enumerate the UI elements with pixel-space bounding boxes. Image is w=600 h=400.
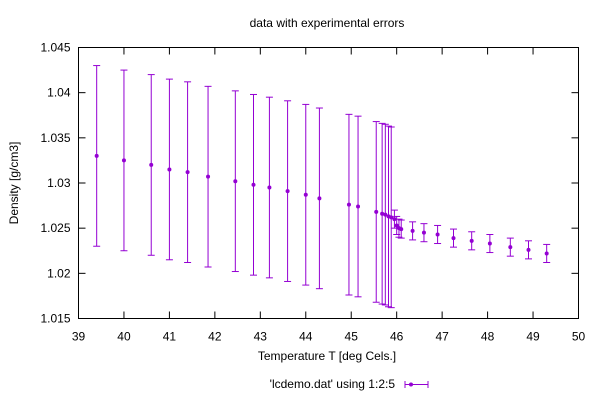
point-marker — [285, 189, 290, 194]
point-marker — [487, 241, 492, 246]
point-marker — [508, 245, 513, 250]
point-marker — [121, 158, 126, 163]
point-marker — [380, 211, 385, 216]
x-axis-label: Temperature T [deg Cels.] — [258, 349, 396, 363]
x-axis: 39 40 41 42 43 44 45 46 47 48 49 50 — [72, 47, 586, 344]
data-point — [345, 113, 353, 296]
point-marker — [392, 217, 397, 222]
data-point — [525, 240, 532, 260]
point-marker — [410, 228, 415, 233]
y-tick-label: 1.035 — [40, 131, 70, 145]
data-point — [284, 100, 292, 282]
x-tick-label: 39 — [72, 330, 86, 344]
x-tick-label: 46 — [390, 330, 404, 344]
y-tick-label: 1.04 — [47, 86, 71, 100]
point-marker — [317, 196, 322, 201]
point-marker — [346, 202, 351, 207]
x-tick-label: 45 — [345, 330, 359, 344]
point-marker — [206, 174, 211, 179]
data-point — [204, 85, 212, 268]
x-tick-label: 43 — [254, 330, 268, 344]
x-tick-label: 42 — [208, 330, 222, 344]
point-marker — [374, 209, 379, 214]
point-marker — [389, 215, 394, 220]
point-marker — [233, 179, 238, 184]
x-tick-label: 40 — [117, 330, 131, 344]
data-point — [315, 107, 323, 290]
y-tick-label: 1.025 — [40, 221, 70, 235]
data-point — [543, 243, 551, 263]
data-point — [395, 218, 403, 238]
data-point — [468, 231, 476, 251]
point-marker — [303, 192, 308, 197]
data-point — [506, 237, 514, 257]
y-tick-label: 1.03 — [47, 176, 71, 190]
x-tick-label: 49 — [526, 330, 540, 344]
point-marker — [451, 236, 456, 241]
plot-frame — [78, 47, 579, 319]
point-marker — [421, 230, 426, 235]
x-tick-label: 50 — [572, 330, 586, 344]
y-tick-label: 1.015 — [40, 312, 70, 326]
point-marker — [185, 170, 190, 175]
data-point — [250, 93, 257, 276]
point-marker — [394, 223, 399, 228]
data-point — [381, 123, 389, 306]
point-marker — [356, 204, 361, 209]
data-point — [387, 126, 395, 309]
point-marker — [383, 212, 388, 217]
y-tick-label: 1.02 — [47, 266, 71, 280]
x-tick-label: 48 — [481, 330, 495, 344]
data-point — [450, 228, 457, 248]
data-point — [372, 121, 380, 303]
point-marker — [469, 238, 474, 243]
x-tick-label: 41 — [163, 330, 177, 344]
data-point — [120, 69, 128, 252]
point-marker — [399, 227, 404, 232]
data-point — [147, 74, 155, 256]
point-marker — [435, 232, 440, 237]
data-point — [231, 90, 239, 273]
data-point — [265, 96, 273, 279]
data-point — [378, 122, 386, 305]
data-point — [434, 224, 442, 245]
data-point — [302, 103, 310, 286]
data-point — [486, 233, 494, 254]
data-point — [420, 223, 428, 243]
point-marker — [94, 153, 99, 158]
point-marker — [167, 167, 172, 172]
legend-label: 'lcdemo.dat' using 1:2:5 — [270, 377, 396, 391]
point-marker — [526, 247, 531, 252]
point-marker — [149, 162, 154, 167]
legend-key — [404, 381, 429, 388]
x-tick-label: 44 — [299, 330, 313, 344]
data-point — [184, 81, 192, 263]
y-axis: 1.015 1.02 1.025 1.03 1.035 1.04 1.045 — [40, 41, 579, 326]
data-points — [93, 65, 551, 309]
y-axis-label: Density [g/cm3] — [7, 142, 21, 225]
y-tick-label: 1.045 — [40, 41, 70, 55]
legend-marker — [409, 382, 413, 387]
data-point — [93, 65, 101, 247]
data-point — [397, 219, 405, 239]
chart-title: data with experimental errors — [250, 16, 405, 30]
data-point — [409, 221, 417, 241]
point-marker — [267, 185, 272, 190]
point-marker — [251, 182, 256, 187]
data-point — [165, 78, 173, 261]
data-point — [354, 115, 362, 298]
x-tick-label: 47 — [435, 330, 449, 344]
point-marker — [544, 251, 549, 256]
legend: 'lcdemo.dat' using 1:2:5 — [270, 377, 429, 391]
